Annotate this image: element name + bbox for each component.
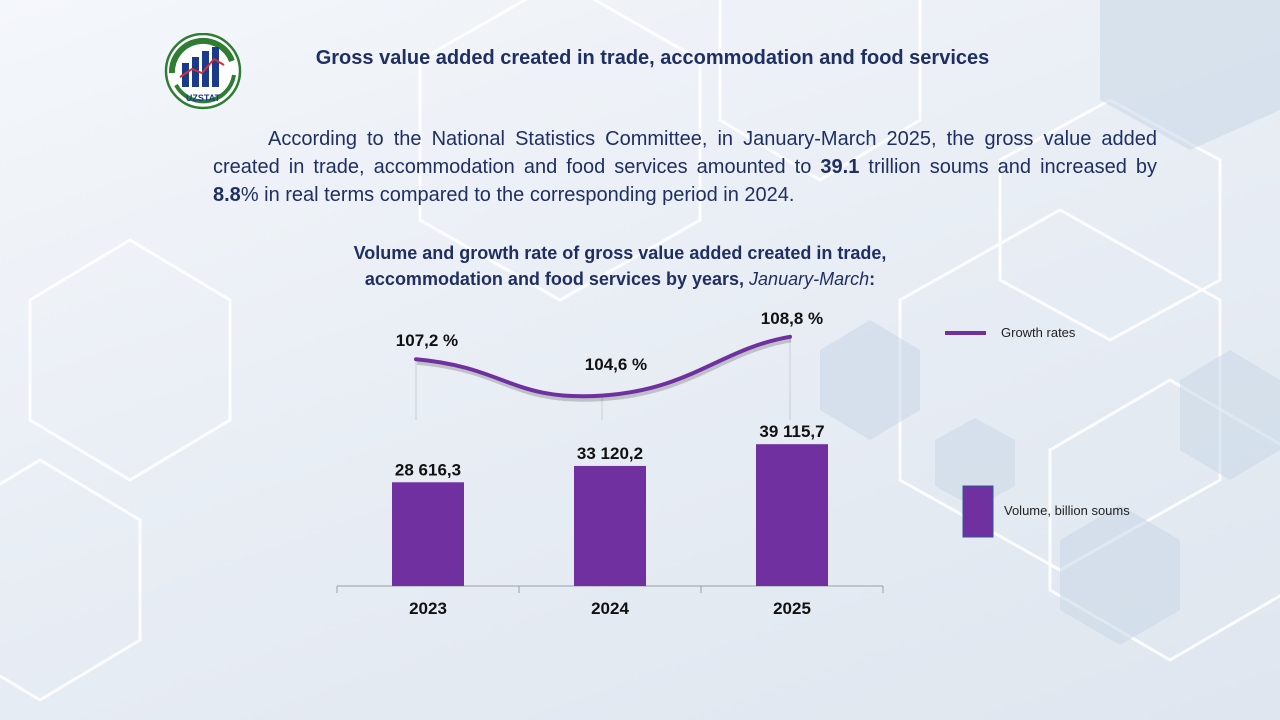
bar-2024: [574, 465, 646, 586]
x-tick-label: 2025: [773, 599, 811, 618]
summary-text-1: According to the National Statistics Com…: [213, 128, 1157, 178]
summary-text-3: % in real terms compared to the correspo…: [240, 184, 795, 206]
x-tick-label: 2023: [409, 599, 447, 618]
bar-value-label: 28 616,3: [395, 460, 461, 479]
summary-paragraph: According to the National Statistics Com…: [213, 125, 1157, 209]
chart-title-suffix: :: [869, 269, 876, 289]
chart-title-period: January-March: [749, 269, 870, 289]
bar-value-label: 39 115,7: [759, 422, 824, 441]
summary-value-2: 8.8: [213, 184, 241, 206]
growth-value-label: 108,8 %: [761, 309, 823, 328]
summary-text-2: trillion soums and increased by: [859, 156, 1158, 178]
legend-label-growth: Growth rates: [1001, 325, 1076, 340]
bar-2023: [392, 482, 464, 586]
growth-value-label: 104,6 %: [585, 355, 647, 374]
legend-bar-marker: [962, 485, 994, 538]
logo-emblem-icon: [164, 32, 242, 110]
logo-text: UZSTAT: [185, 93, 221, 103]
bar-value-label: 33 120,2: [577, 444, 643, 463]
page-title: Gross value added created in trade, acco…: [315, 47, 990, 69]
legend-label-volume: Volume, billion soums: [1004, 503, 1130, 518]
growth-line-shadow: [416, 337, 792, 402]
uzstat-logo: UZSTAT: [162, 32, 244, 113]
growth-value-label: 107,2 %: [396, 331, 458, 350]
summary-value-1: 39.1: [820, 156, 860, 178]
chart-title: Volume and growth rate of gross value ad…: [290, 240, 950, 292]
bar-2025: [756, 444, 828, 586]
growth-rate-line: [414, 334, 792, 399]
chart-title-main: Volume and growth rate of gross value ad…: [353, 243, 887, 289]
x-tick-label: 2024: [591, 599, 629, 618]
